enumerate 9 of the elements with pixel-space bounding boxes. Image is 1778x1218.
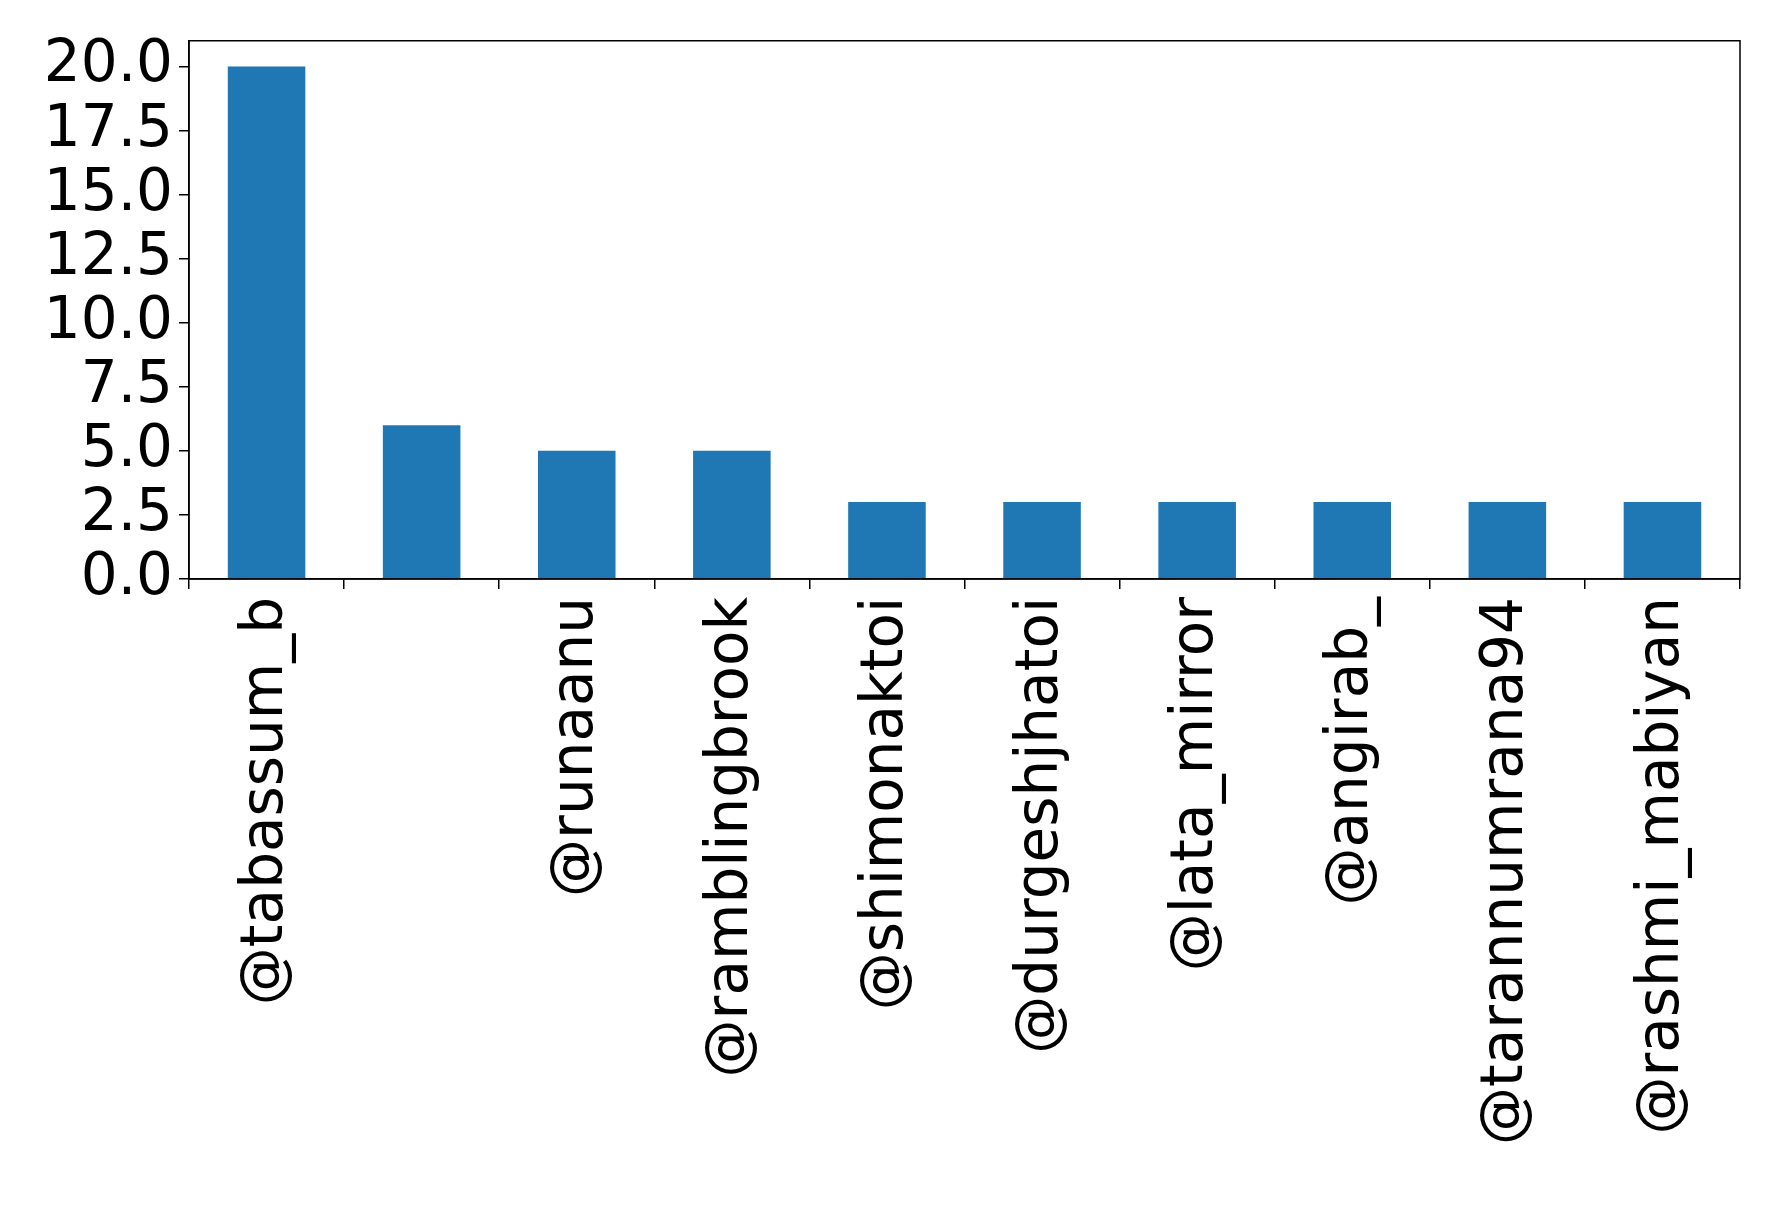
x-tick-label: @shimonaktoi [848,597,917,1011]
x-tick-label: @tabassum_b [227,597,296,1006]
x-tick-label: @tarannumrana94 [1468,597,1537,1145]
x-tick-label: @durgeshjhatoi [1003,597,1072,1054]
x-tick-label: @rashmi_mabiyan [1623,597,1692,1135]
x-tick-label: @lata_mirror [1158,596,1227,972]
x-tick-label: @ramblingbrook [692,596,761,1078]
x-tick-label: @runaanu [537,597,606,897]
x-tick-label: @angirab_ [1313,596,1382,906]
